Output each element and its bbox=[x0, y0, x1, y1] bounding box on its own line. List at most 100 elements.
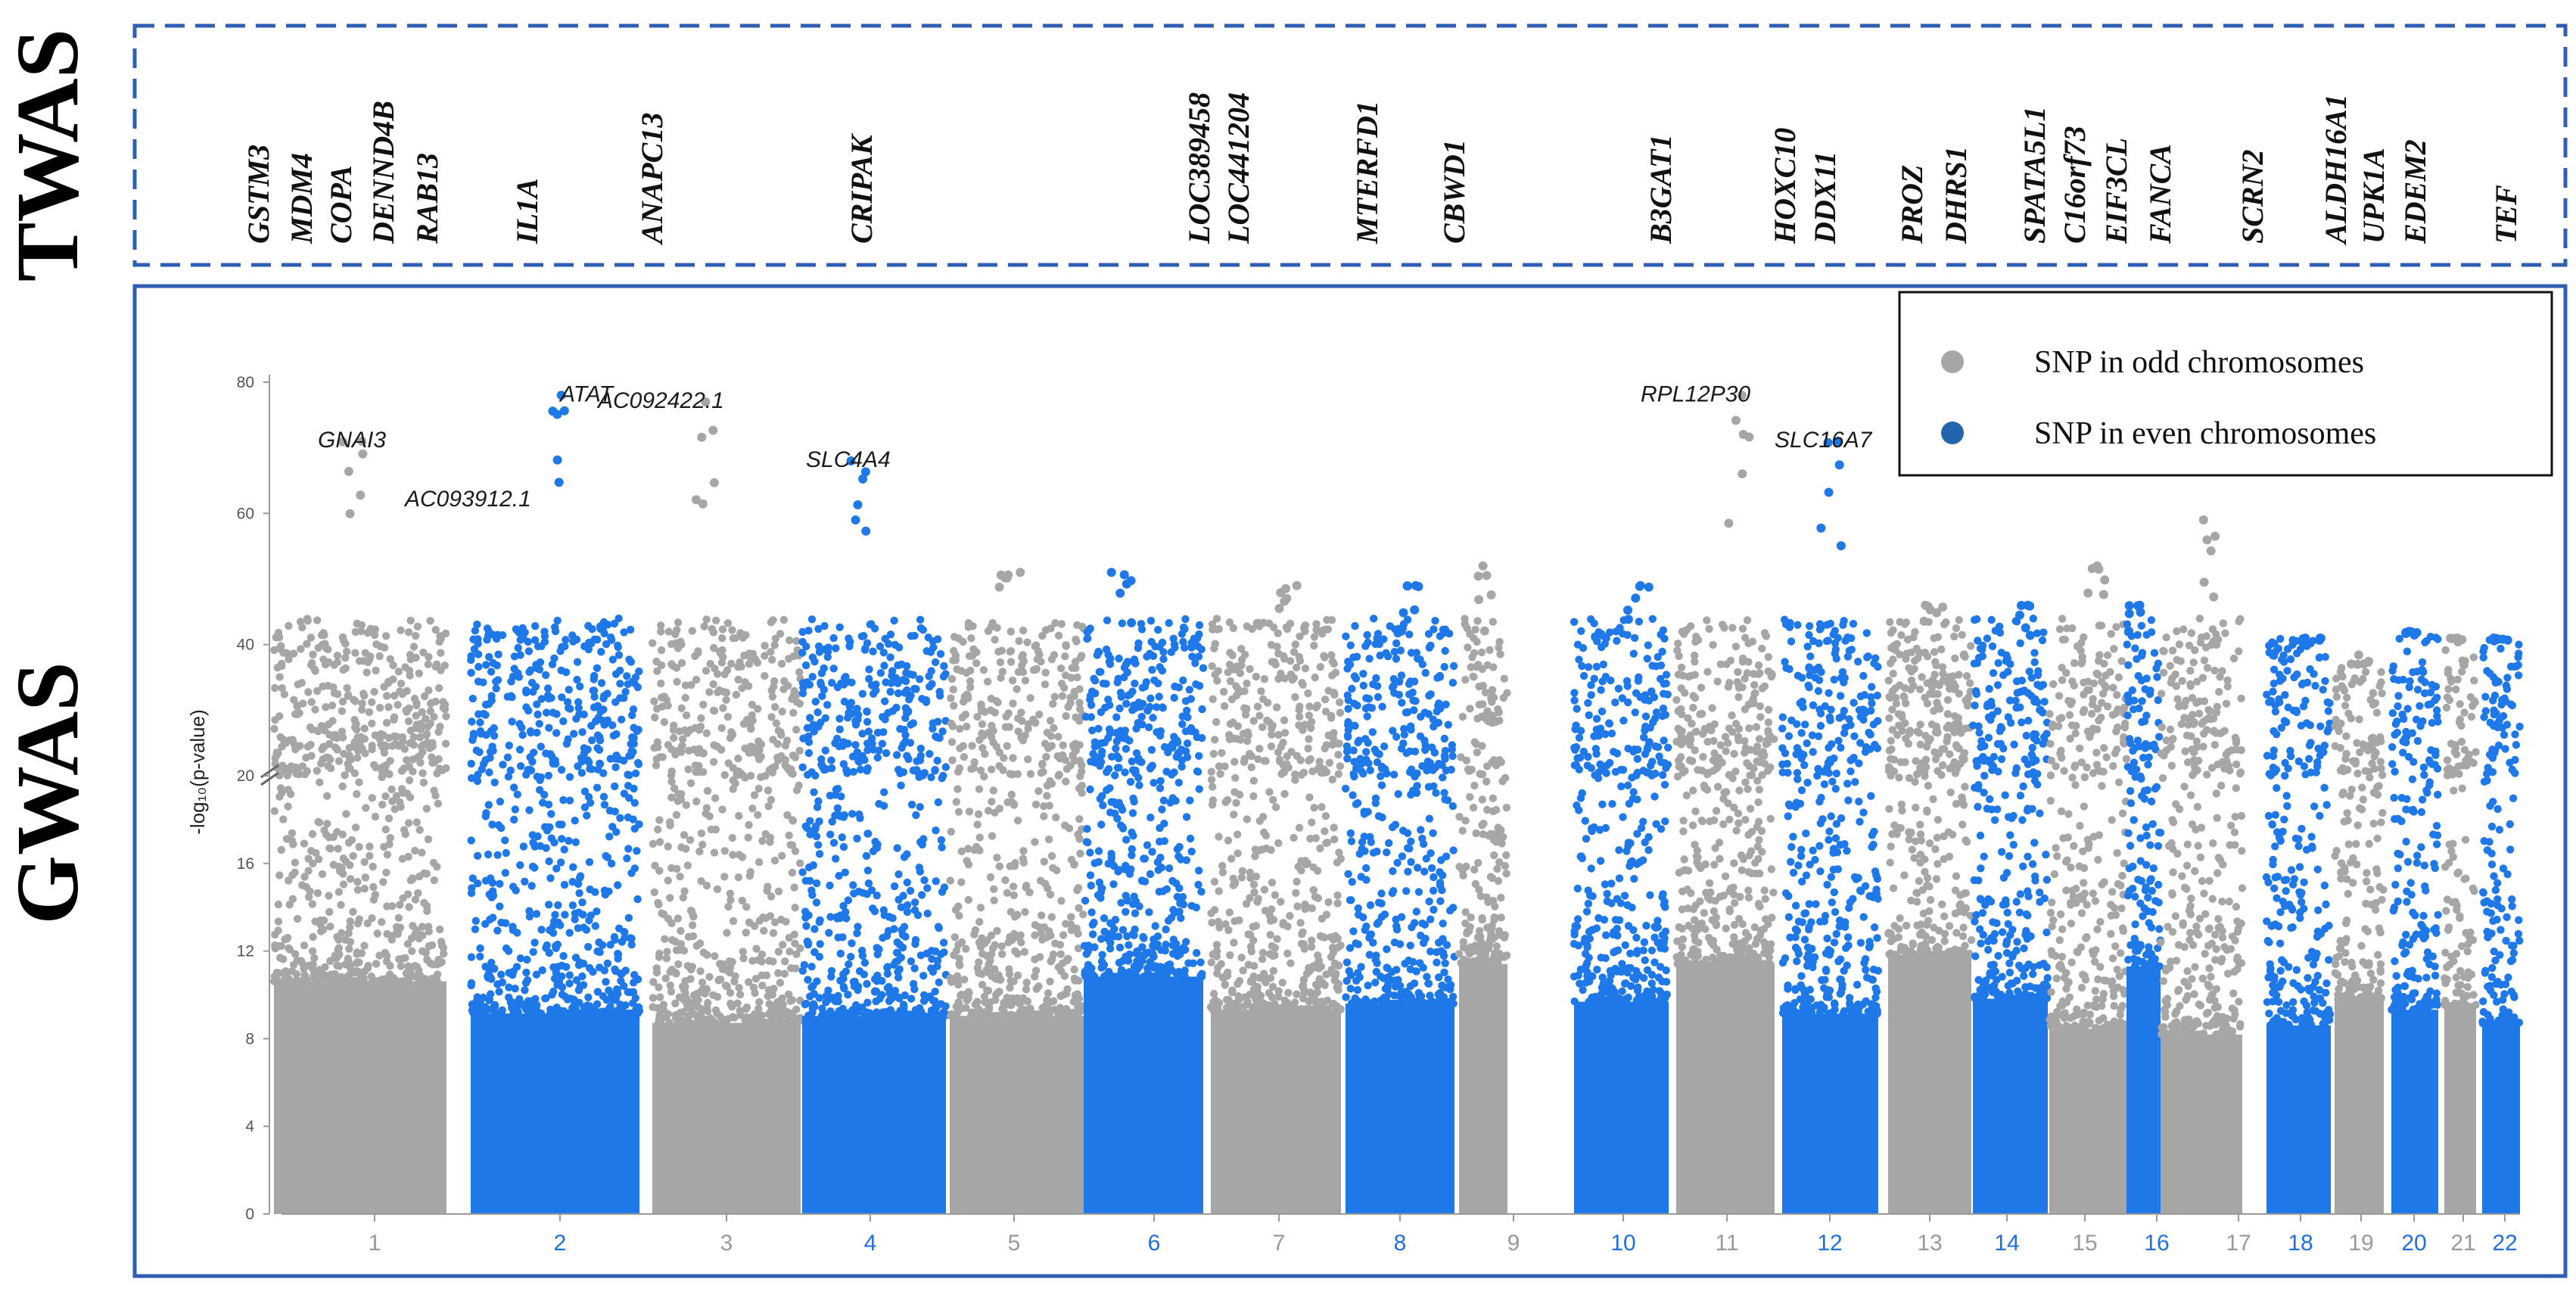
snp-point bbox=[513, 669, 522, 677]
snp-point bbox=[666, 894, 674, 902]
snp-point bbox=[1107, 798, 1115, 806]
snp-point bbox=[559, 717, 568, 726]
snp-point bbox=[382, 974, 390, 983]
snp-point bbox=[547, 694, 555, 702]
snp-point bbox=[719, 653, 727, 661]
snp-point bbox=[528, 831, 537, 839]
snp-point bbox=[814, 841, 823, 849]
snp-point bbox=[1015, 637, 1023, 646]
snp-point bbox=[1062, 764, 1072, 774]
snp-point bbox=[1290, 674, 1299, 682]
snp-point bbox=[474, 879, 482, 888]
snp-point bbox=[1241, 711, 1250, 719]
snp-point bbox=[1020, 948, 1029, 956]
snp-point bbox=[1188, 652, 1196, 661]
snp-point bbox=[285, 876, 293, 885]
snp-point bbox=[881, 697, 889, 705]
snp-point bbox=[1045, 802, 1054, 810]
snp-point bbox=[1260, 675, 1269, 683]
snp-point bbox=[729, 917, 738, 926]
snp-point bbox=[1342, 632, 1350, 640]
snp-point bbox=[1273, 643, 1281, 651]
snp-point bbox=[739, 720, 748, 728]
snp-point bbox=[564, 1009, 572, 1018]
snp-point bbox=[837, 792, 845, 801]
snp-point bbox=[366, 842, 374, 851]
snp-point bbox=[339, 880, 348, 889]
snp-point bbox=[1321, 981, 1329, 989]
snp-point bbox=[1014, 714, 1022, 723]
snp-point bbox=[1056, 991, 1065, 1001]
snp-point bbox=[812, 832, 821, 841]
snp-point bbox=[1097, 957, 1106, 966]
snp-point bbox=[1330, 823, 1338, 832]
snp-point bbox=[1325, 758, 1334, 767]
snp-point bbox=[386, 655, 394, 663]
snp-point bbox=[1023, 638, 1031, 646]
snp-point bbox=[1079, 910, 1087, 919]
snp-point bbox=[497, 918, 506, 927]
snp-point bbox=[717, 745, 726, 754]
snp-point bbox=[978, 941, 986, 949]
snp-point bbox=[1118, 926, 1128, 934]
snp-point bbox=[338, 437, 347, 447]
snp-point bbox=[620, 789, 629, 798]
snp-point bbox=[759, 913, 767, 922]
snp-point bbox=[988, 618, 997, 627]
snp-point bbox=[697, 432, 707, 442]
snp-point bbox=[1253, 988, 1262, 996]
snp-point bbox=[1197, 973, 1206, 981]
snp-point bbox=[372, 763, 380, 772]
snp-point bbox=[295, 770, 303, 779]
snp-point bbox=[755, 755, 764, 764]
snp-point bbox=[820, 621, 829, 630]
snp-point bbox=[1436, 897, 1445, 905]
snp-point bbox=[559, 951, 568, 960]
snp-point bbox=[593, 783, 602, 792]
snp-point bbox=[516, 636, 524, 644]
snp-point bbox=[1311, 673, 1319, 682]
snp-point bbox=[1391, 625, 1399, 633]
snp-point bbox=[764, 802, 773, 811]
snp-point bbox=[1062, 642, 1071, 650]
snp-point bbox=[1235, 976, 1244, 985]
snp-point bbox=[1296, 656, 1305, 665]
snp-point bbox=[1086, 848, 1094, 857]
snp-point bbox=[774, 727, 782, 735]
snp-point bbox=[1230, 1002, 1239, 1011]
snp-point bbox=[1226, 720, 1235, 728]
snp-point bbox=[487, 990, 495, 998]
snp-point bbox=[550, 839, 558, 847]
snp-point bbox=[1041, 626, 1050, 634]
snp-point bbox=[933, 756, 941, 765]
snp-point bbox=[807, 886, 816, 895]
snp-point bbox=[966, 666, 975, 675]
snp-point bbox=[702, 615, 711, 624]
snp-point bbox=[571, 954, 580, 962]
snp-point bbox=[1366, 901, 1375, 910]
snp-point bbox=[555, 820, 564, 829]
snp-point bbox=[334, 845, 342, 853]
snp-point bbox=[346, 963, 355, 973]
snp-point bbox=[1035, 953, 1044, 961]
snp-point bbox=[1179, 676, 1187, 685]
snp-point bbox=[1071, 975, 1080, 984]
snp-point bbox=[1235, 916, 1243, 925]
snp-point bbox=[436, 925, 444, 934]
snp-point bbox=[557, 666, 565, 674]
snp-point bbox=[774, 969, 782, 977]
snp-point bbox=[804, 738, 814, 746]
snp-point bbox=[1090, 738, 1100, 746]
snp-point bbox=[1215, 887, 1223, 895]
snp-point bbox=[711, 665, 719, 673]
snp-point bbox=[511, 985, 519, 993]
snp-point bbox=[1126, 576, 1136, 586]
snp-point bbox=[745, 872, 754, 880]
snp-point bbox=[1009, 882, 1018, 891]
snp-point bbox=[597, 679, 606, 687]
snp-point bbox=[856, 765, 865, 774]
snp-point bbox=[997, 646, 1006, 655]
snp-point bbox=[738, 853, 747, 861]
snp-point bbox=[1355, 973, 1364, 982]
snp-point bbox=[785, 655, 793, 663]
